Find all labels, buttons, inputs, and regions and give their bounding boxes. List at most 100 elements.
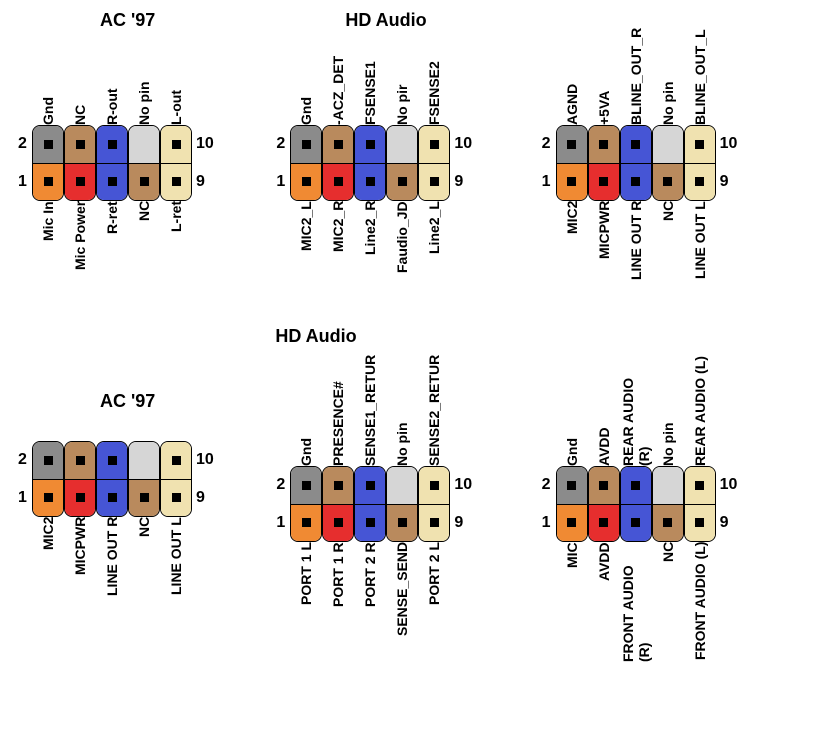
diagram-title: AC '97 <box>100 391 155 412</box>
connector: GndPORT 1 LPRESENCE#PORT 1 RSENSE1_RETUR… <box>290 356 450 627</box>
pin-shell <box>684 466 716 542</box>
pin-marker <box>366 177 375 186</box>
pin-marker <box>567 481 576 490</box>
pin-column: BLINE_OUT_RLINE OUT R <box>620 40 652 286</box>
pin-marker <box>430 177 439 186</box>
pin-shell <box>418 466 450 542</box>
pin-bottom-label: MIC2 <box>564 201 580 286</box>
pin-bottom-label: NC <box>660 542 676 662</box>
pin-top <box>97 442 127 480</box>
pin-bottom <box>129 480 159 517</box>
pin-top-label: Gnd <box>40 40 56 125</box>
pin-bottom <box>65 480 95 517</box>
pin-top-label: BLINE_OUT_L <box>692 40 708 125</box>
pin-top-label: AVDD <box>596 356 612 466</box>
pin-marker <box>695 518 704 527</box>
pin-bottom-label: MIC2_L <box>298 201 314 286</box>
pin-top-label: AGND <box>564 40 580 125</box>
pin-top <box>419 126 449 164</box>
pin-top <box>129 442 159 480</box>
pin-bottom-label: AVDD <box>596 542 612 662</box>
connector: AGND MIC2 +5VAMICPWRBLINE_OUT_RLINE OUT RN… <box>556 40 716 286</box>
pin-marker <box>44 177 53 186</box>
pin-bottom <box>355 164 385 201</box>
pin-number: 2 <box>276 135 285 153</box>
pin-bottom <box>653 164 683 201</box>
pin-column: FSENSE1Line2_R <box>354 40 386 286</box>
pin-bottom <box>557 164 587 201</box>
pin-shell <box>64 125 96 201</box>
pin-bottom-label: MICPWR <box>596 201 612 286</box>
pin-top-label: R-out <box>104 40 120 125</box>
pin-bottom-label: MIC2 <box>40 517 56 602</box>
pin-shell <box>64 441 96 517</box>
pin-number: 10 <box>720 135 738 153</box>
pin-top-label: Gnd <box>298 356 314 466</box>
pin-marker <box>663 177 672 186</box>
pin-column: +5VAMICPWR <box>588 40 620 286</box>
pin-column: No pinNC <box>652 40 684 286</box>
pin-column: AGND MIC2 <box>556 40 588 286</box>
pin-shell <box>322 125 354 201</box>
pin-top <box>589 126 619 164</box>
pin-top-label: FSENSE1 <box>362 40 378 125</box>
pin-top-label: SENSE2_RETUR <box>426 356 442 466</box>
pin-bottom-label: MIC2_R <box>330 201 346 286</box>
pin-marker <box>567 140 576 149</box>
pin-marker <box>599 177 608 186</box>
pin-marker <box>172 177 181 186</box>
pin-shell <box>588 466 620 542</box>
connector: GndMIC2_L-ACZ_DETMIC2_RFSENSE1Line2_RNo … <box>290 40 450 286</box>
pin-column: LINE OUT L <box>160 421 192 602</box>
pin-number: 1 <box>276 514 285 532</box>
pin-top <box>685 126 715 164</box>
pin-shell <box>354 466 386 542</box>
pin-top <box>129 126 159 164</box>
pin-top-label: No pin <box>394 356 410 466</box>
pin-top <box>621 126 651 164</box>
pin-shell <box>354 125 386 201</box>
pin-shell <box>620 125 652 201</box>
pin-column: -ACZ_DETMIC2_R <box>322 40 354 286</box>
pin-marker <box>76 493 85 502</box>
pin-bottom <box>33 480 63 517</box>
pin-shell <box>556 466 588 542</box>
pin-marker <box>695 140 704 149</box>
pin-marker <box>140 493 149 502</box>
pin-shell <box>96 441 128 517</box>
pin-bottom-label: NC <box>136 517 152 602</box>
pin-bottom <box>97 164 127 201</box>
pin-number: 2 <box>276 476 285 494</box>
pin-shell <box>588 125 620 201</box>
pin-marker <box>631 518 640 527</box>
pin-marker <box>398 177 407 186</box>
pin-marker <box>631 481 640 490</box>
pin-bottom <box>621 505 651 542</box>
pin-number: 9 <box>720 173 729 191</box>
pin-marker <box>599 481 608 490</box>
pin-marker <box>172 493 181 502</box>
pin-marker <box>398 518 407 527</box>
pin-shell <box>652 466 684 542</box>
pin-shell <box>128 441 160 517</box>
pin-marker <box>172 456 181 465</box>
pin-top <box>557 467 587 505</box>
pin-number: 1 <box>18 489 27 507</box>
pin-column: PRESENCE#PORT 1 R <box>322 356 354 627</box>
pin-shell <box>386 125 418 201</box>
pin-number: 9 <box>196 173 205 191</box>
pin-number: 2 <box>18 135 27 153</box>
pin-marker <box>172 140 181 149</box>
pin-top-label: REAR AUDIO (L) <box>692 356 708 466</box>
pin-top <box>557 126 587 164</box>
pin-marker <box>108 493 117 502</box>
pin-top <box>387 467 417 505</box>
pin-bottom-label: NC <box>136 201 152 286</box>
diagram-cell: AGND MIC2 +5VAMICPWRBLINE_OUT_RLINE OUT RN… <box>541 10 806 371</box>
pin-bottom <box>291 164 321 201</box>
pin-marker <box>631 140 640 149</box>
pin-bottom <box>387 164 417 201</box>
pin-number: 9 <box>720 514 729 532</box>
diagram-title: HD Audio <box>345 10 426 31</box>
pin-shell <box>418 125 450 201</box>
